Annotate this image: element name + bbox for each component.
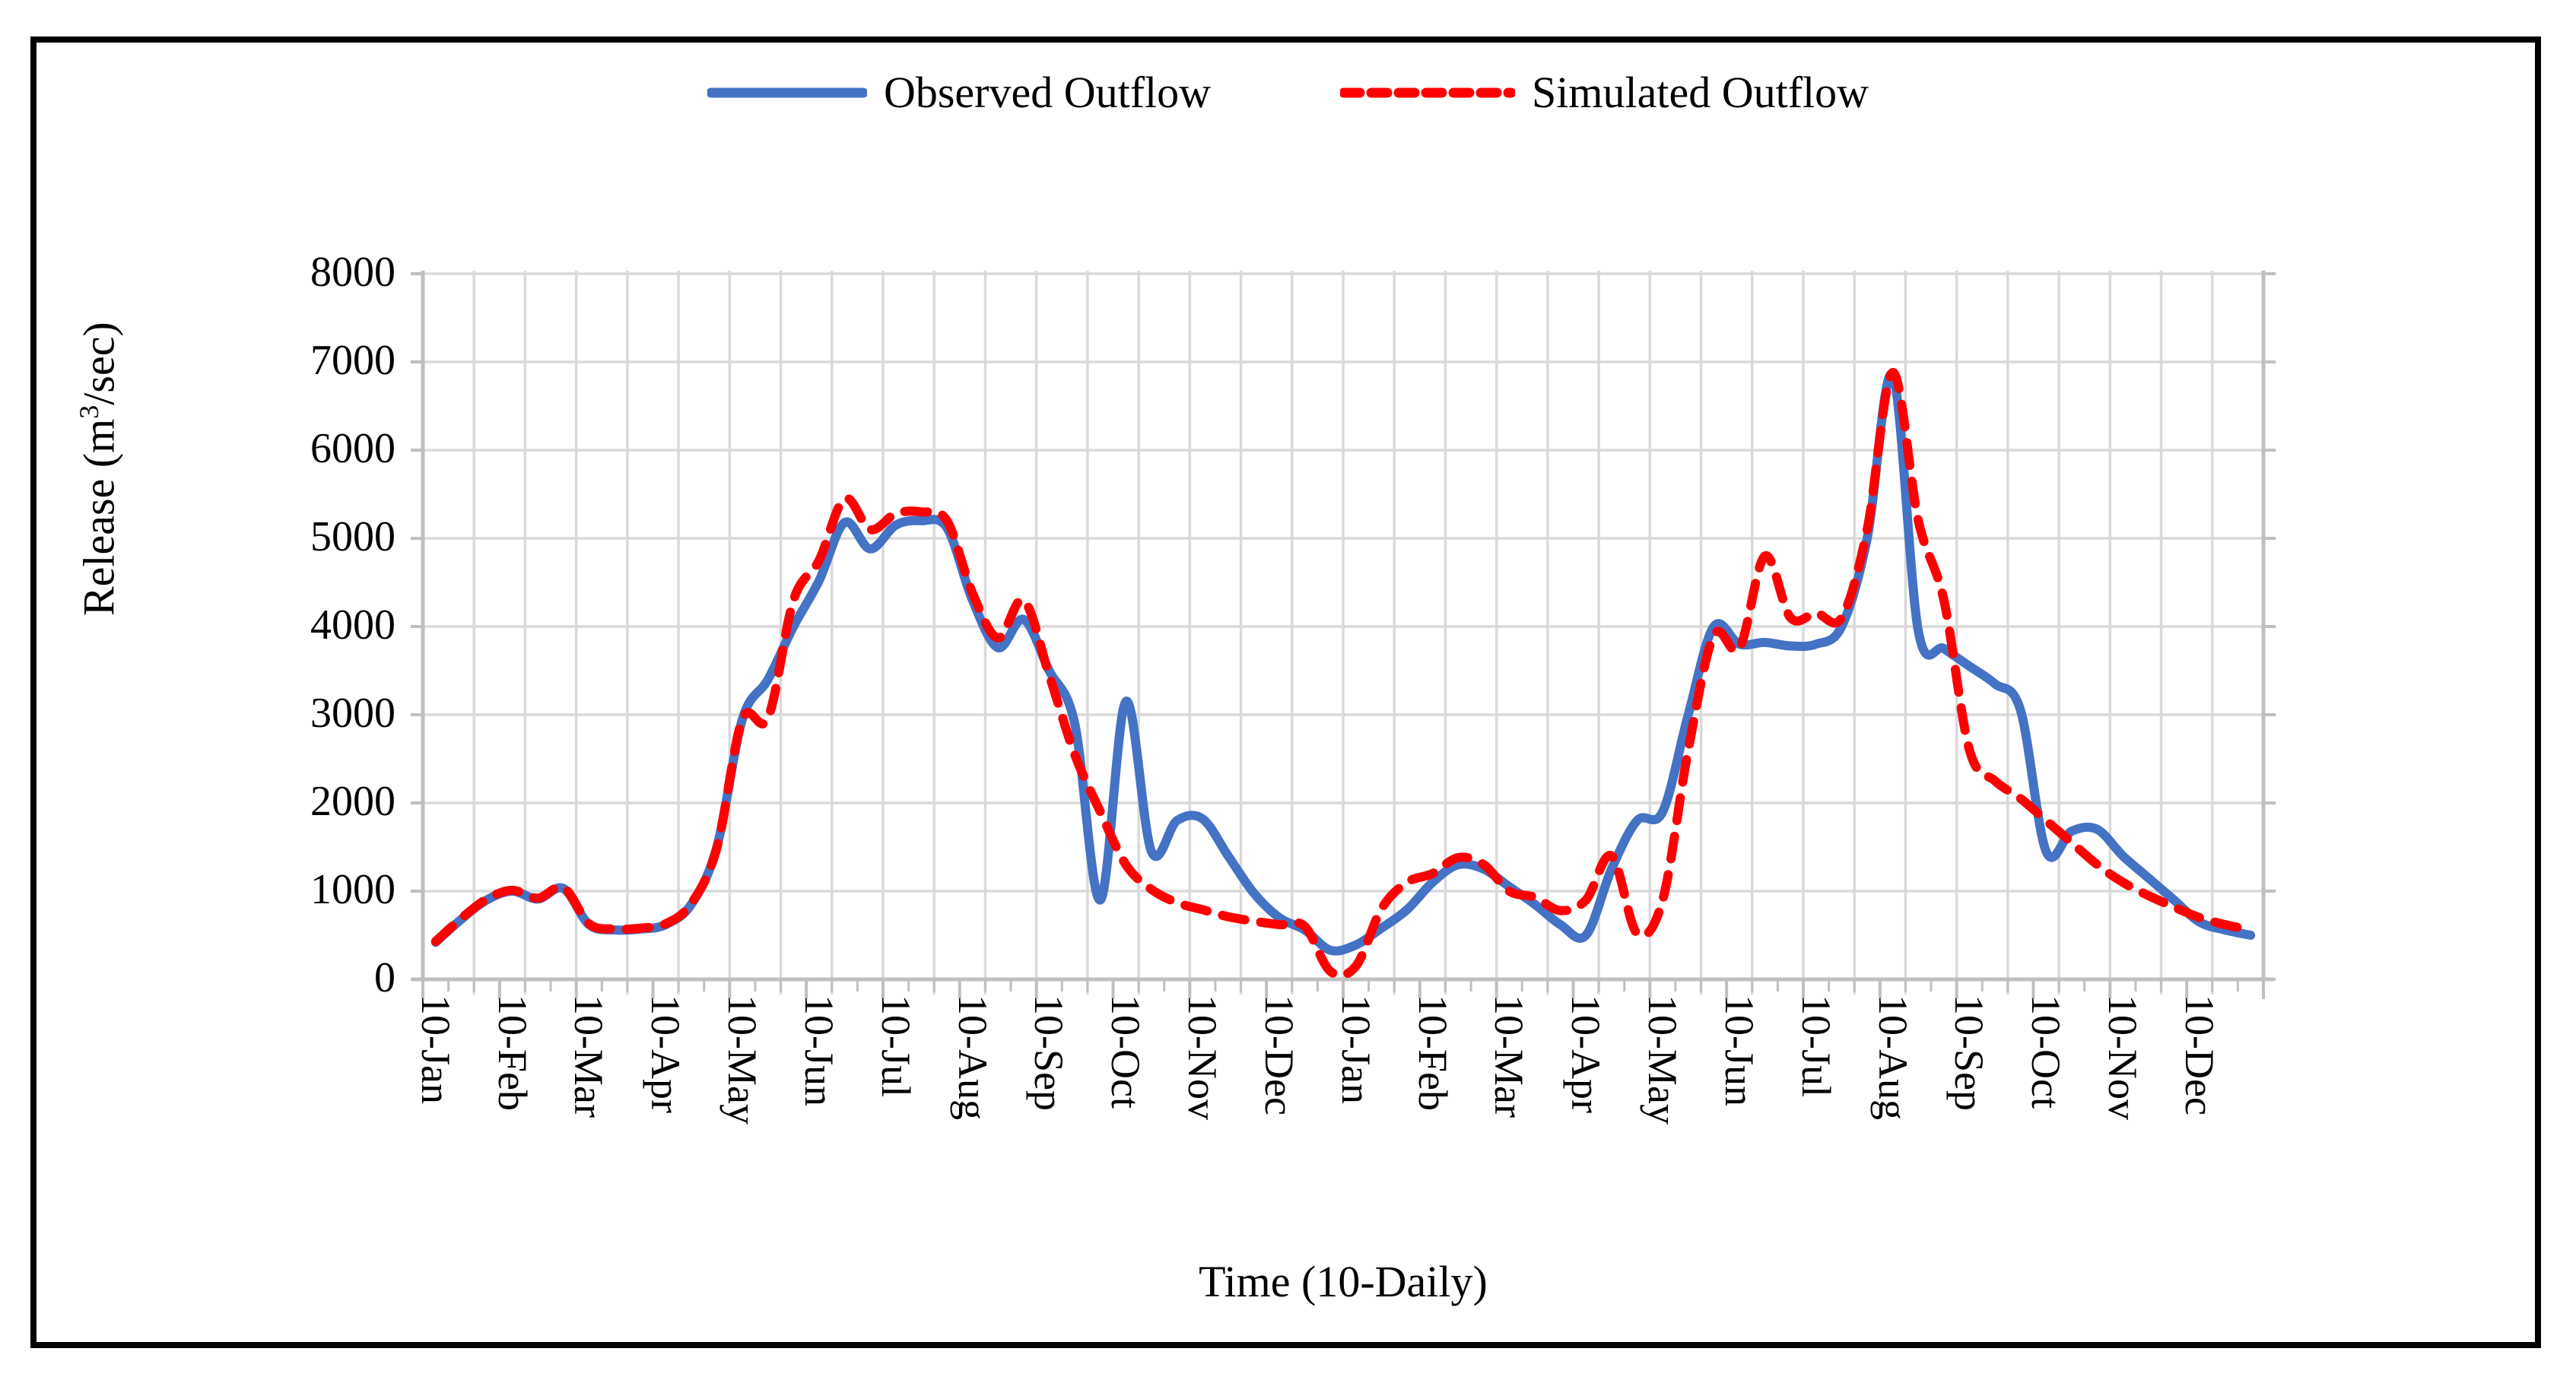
x-tick-label: 10-Apr [643, 995, 689, 1113]
legend: Observed Outflow Simulated Outflow [0, 67, 2576, 118]
x-tick-label: 10-Jan [1332, 995, 1379, 1104]
legend-label-observed: Observed Outflow [883, 68, 1212, 117]
x-tick-label: 10-Apr [1563, 995, 1609, 1113]
x-tick-label: 10-Jun [1716, 995, 1762, 1106]
x-tick-label: 10-May [1640, 995, 1686, 1125]
observed-outflow-line [430, 369, 2256, 956]
x-tick-label: 10-Mar [566, 995, 612, 1118]
x-tick-label: 10-Sep [1026, 995, 1072, 1111]
legend-label-simulated: Simulated Outflow [1532, 68, 1869, 117]
simulated-outflow-line [430, 367, 2256, 980]
observed-line-sample-icon [707, 87, 867, 97]
x-tick-label: 10-Feb [1409, 995, 1456, 1111]
x-tick-label: 10-Oct [1103, 995, 1149, 1109]
x-tick-label: 10-Jun [796, 995, 842, 1106]
x-tick-label: 10-May [719, 995, 766, 1125]
figure-border [30, 36, 2541, 1348]
y-tick-label: 6000 [310, 425, 395, 472]
x-tick-label: 10-Aug [1869, 995, 1916, 1120]
legend-item-simulated: Simulated Outflow [1340, 67, 1869, 118]
x-tick-label: 10-Sep [1946, 995, 1993, 1111]
x-tick-label: 10-Aug [949, 995, 996, 1120]
y-tick-label: 7000 [310, 337, 395, 384]
y-tick-label: 0 [374, 954, 395, 1001]
x-tick-label: 10-Nov [1180, 995, 1226, 1120]
x-tick-label: 10-Dec [1256, 995, 1302, 1115]
x-tick-label: 10-Feb [489, 995, 535, 1111]
x-tick-label: 10-Jul [872, 995, 919, 1097]
x-tick-label: 10-Oct [2023, 995, 2069, 1109]
y-tick-label: 8000 [310, 249, 395, 296]
y-tick-label: 2000 [310, 778, 395, 825]
x-tick-label: 10-Dec [2176, 995, 2222, 1115]
x-tick-label: 10-Jan [412, 995, 459, 1104]
legend-item-observed: Observed Outflow [707, 67, 1211, 118]
simulated-line-sample-icon [1340, 87, 1516, 97]
x-axis-title: Time (10-Daily) [1199, 1257, 1488, 1306]
y-tick-label: 4000 [310, 601, 395, 649]
y-tick-label: 1000 [310, 866, 395, 913]
x-tick-label: 10-Jul [1793, 995, 1839, 1097]
x-tick-label: 10-Mar [1486, 995, 1533, 1118]
y-axis-title-superscript: 3 [74, 405, 104, 419]
y-tick-label: 5000 [310, 513, 395, 560]
y-tick-label: 3000 [310, 690, 395, 737]
x-tick-label: 10-Nov [2100, 995, 2146, 1120]
